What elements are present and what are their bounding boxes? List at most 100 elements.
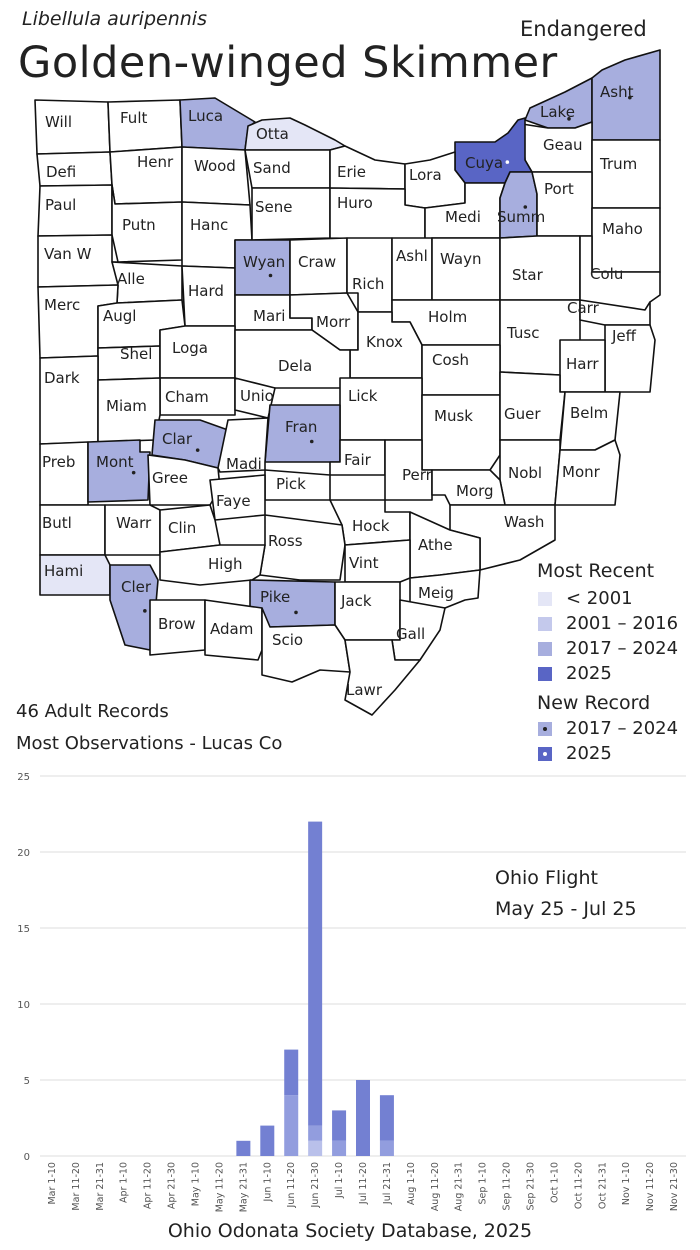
county-label: Henr [137, 153, 174, 171]
ohio-county-map: Will Fult Luca Otta Lake Asht Geau Cuya Defi Henr… [34, 49, 661, 716]
x-tick-label: May 11-20 [214, 1162, 225, 1212]
county-label: Monr [562, 463, 601, 481]
county-label: Van W [44, 245, 92, 263]
county-label: Ashl [396, 247, 428, 265]
county-label: Morr [316, 313, 351, 331]
county-label: Fair [344, 451, 372, 469]
county-label: Sand [253, 159, 291, 177]
county-label: Pick [276, 475, 306, 493]
county-label: Adam [210, 620, 253, 638]
county-label: Lawr [346, 681, 383, 699]
county-wood [181, 146, 251, 206]
bar-segment [308, 821, 323, 1126]
records-count: 46 Adult Records [16, 701, 169, 722]
county-label: Butl [42, 514, 72, 532]
most-observations: Most Observations - Lucas Co [16, 733, 283, 754]
x-tick-label: Aug 1-10 [406, 1162, 417, 1205]
county-label: Nobl [508, 464, 542, 482]
county-label: Wood [194, 157, 236, 175]
county-preb [39, 441, 89, 506]
bar-segment [356, 1080, 370, 1156]
county-label: Belm [570, 404, 608, 422]
county-label: Dela [278, 357, 312, 375]
county-label: Trum [599, 155, 637, 173]
county-label: Musk [434, 407, 473, 425]
x-tick-label: Apr 21-30 [167, 1162, 178, 1209]
legend-swatch [538, 722, 552, 736]
x-tick-label: Jun 21-30 [310, 1162, 321, 1208]
county-label: Putn [122, 216, 156, 234]
legend-label: 2025 [566, 663, 612, 684]
county-label: Loga [172, 339, 208, 357]
county-jack [334, 581, 401, 641]
county-label: Cler [121, 578, 152, 596]
x-tick-label: Sep 21-30 [525, 1162, 536, 1211]
county-lawr [344, 639, 421, 716]
bar-segment [379, 1140, 394, 1156]
x-tick-label: Sep 1-10 [478, 1162, 489, 1205]
county-label: Meig [418, 584, 454, 602]
county-label: Shel [120, 345, 152, 363]
county-label: Knox [366, 333, 403, 351]
county-label: Holm [428, 308, 467, 326]
county-label: Summ [497, 208, 545, 226]
county-label: Faye [216, 492, 251, 510]
y-tick-label: 10 [17, 1000, 30, 1011]
county-label: Geau [543, 136, 583, 154]
legend-dot [543, 752, 547, 756]
flight-annotation: Ohio Flight [495, 867, 598, 889]
county-label: Rich [352, 275, 384, 293]
county-label: Wash [504, 513, 544, 531]
county-label: Cosh [432, 351, 469, 369]
county-label: Carr [567, 299, 600, 317]
new-record-dot [505, 160, 510, 164]
county-label: Augl [103, 307, 136, 325]
bar-segment [284, 1049, 299, 1096]
x-tick-label: Jun 1-10 [262, 1162, 273, 1202]
legend-label: 2025 [566, 743, 612, 764]
legend-recent-title: Most Recent [537, 560, 655, 582]
new-row: 2017 – 2024 [538, 718, 700, 743]
county-label: Unio [240, 387, 274, 405]
new-record-dot [131, 470, 136, 475]
x-tick-label: Nov 11-20 [645, 1162, 656, 1211]
county-label: Miam [106, 397, 147, 415]
county-label: Wayn [440, 250, 481, 268]
county-label: Pike [260, 588, 290, 606]
new-record-dot [523, 205, 528, 209]
county-vint [344, 539, 411, 583]
recent-row: 2025 [538, 663, 700, 688]
county-label: Gree [152, 469, 188, 487]
new-record-dot [143, 609, 147, 613]
county-label: Asht [600, 83, 634, 101]
county-label: Fran [285, 418, 317, 436]
county-label: Sene [255, 198, 293, 216]
bar-segment [260, 1125, 275, 1156]
county-label: Otta [256, 125, 289, 143]
legend-label: < 2001 [566, 588, 633, 609]
county-label: Dark [44, 369, 80, 387]
x-tick-label: Oct 21-31 [597, 1162, 608, 1209]
county-label: Maho [602, 220, 643, 238]
county-clin [159, 504, 221, 553]
county-label: Paul [45, 196, 76, 214]
county-label: Brow [158, 615, 196, 633]
page-title: Golden-winged Skimmer [18, 38, 558, 88]
x-tick-label: Nov 21-30 [669, 1162, 680, 1211]
bar-segment [308, 1125, 323, 1141]
county-label: Will [45, 113, 72, 131]
county-label: Lake [540, 103, 575, 121]
county-label: Clar [162, 430, 193, 448]
legend-swatch [538, 667, 552, 681]
bar-segment [332, 1110, 347, 1141]
x-tick-label: Mar 1-10 [47, 1162, 58, 1205]
county-label: Luca [188, 107, 223, 125]
legend-label: 2017 – 2024 [566, 638, 679, 659]
county-label: Mont [96, 453, 134, 471]
x-tick-label: May 1-10 [191, 1162, 202, 1206]
county-label: Cham [165, 388, 209, 406]
legend-label: 2001 – 2016 [566, 613, 679, 634]
county-label: Wyan [243, 253, 285, 271]
county-label: Erie [337, 163, 366, 181]
y-tick-label: 25 [17, 772, 30, 783]
